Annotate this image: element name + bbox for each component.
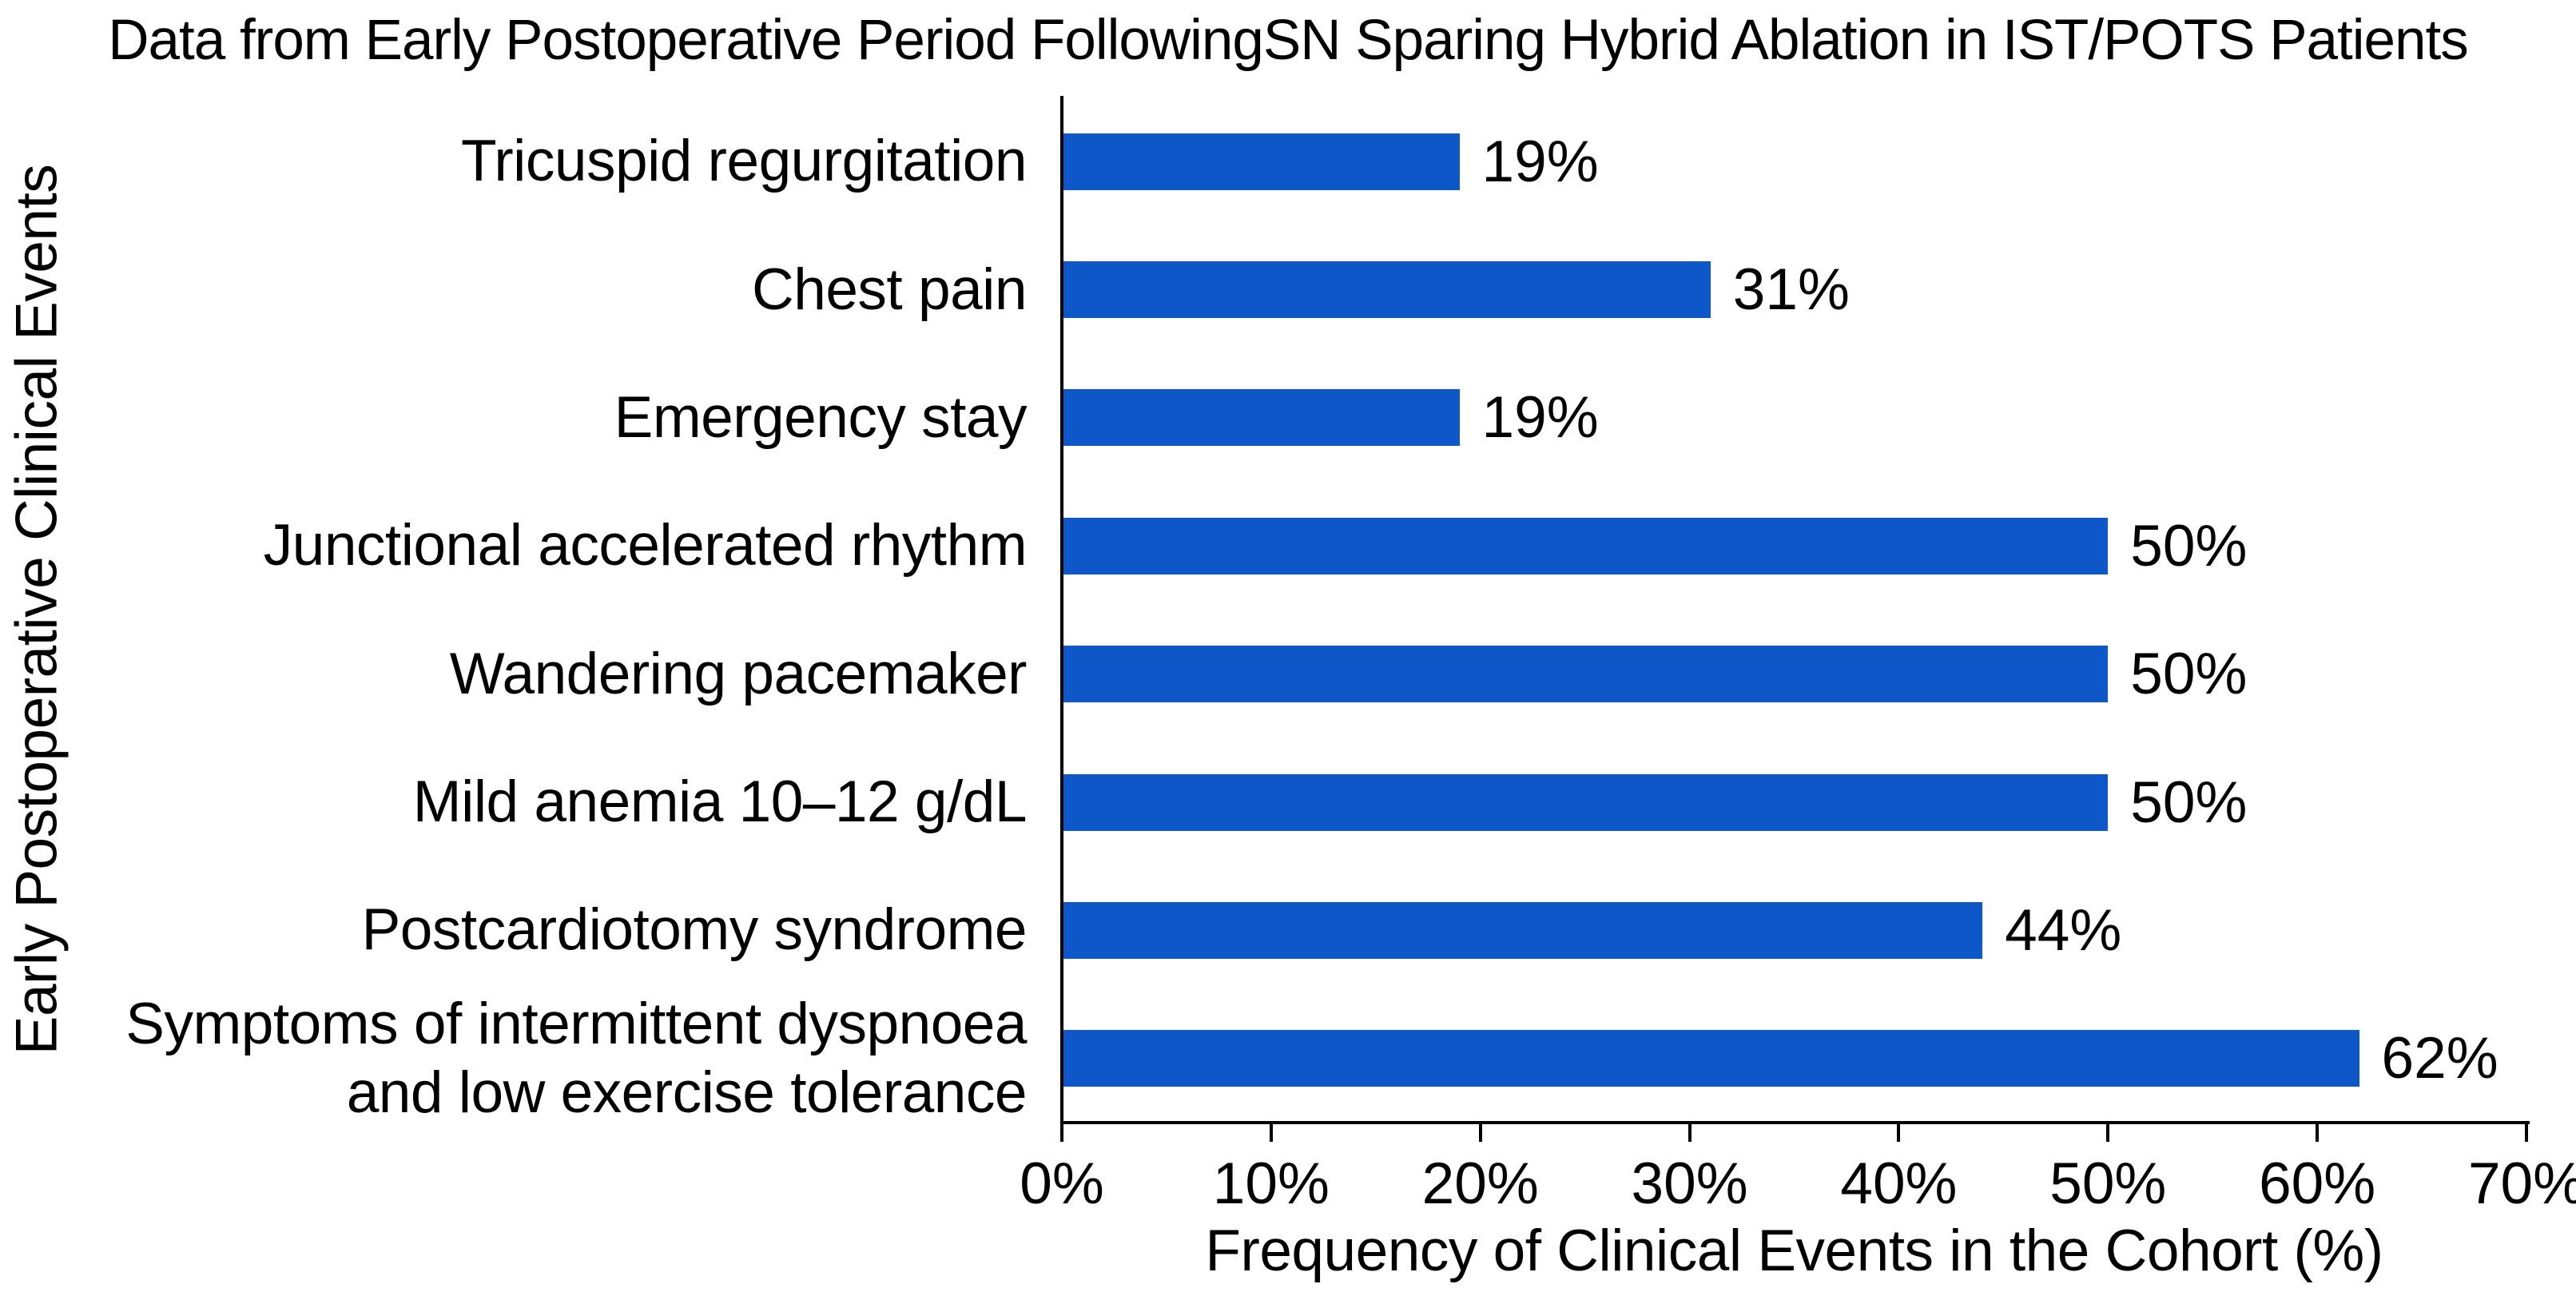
bar bbox=[1062, 133, 1460, 190]
plot-area: Tricuspid regurgitation 19% Chest pain 31% E… bbox=[0, 97, 2576, 1125]
bar-wrap: 44% bbox=[1062, 866, 2576, 994]
value-label: 31% bbox=[1732, 257, 1850, 323]
chart-title: Data from Early Postoperative Period Fol… bbox=[108, 9, 2468, 72]
bar-wrap: 19% bbox=[1062, 354, 2576, 482]
category-label: Wandering pacemaker bbox=[449, 641, 1028, 706]
bar-wrap: 19% bbox=[1062, 97, 2576, 225]
x-tick-label: 10% bbox=[1212, 1151, 1330, 1216]
bar-wrap: 50% bbox=[1062, 482, 2576, 610]
bar bbox=[1062, 1030, 2359, 1087]
bar-row: Junctional accelerated rhythm 50% bbox=[0, 482, 2576, 610]
x-tick-label: 50% bbox=[2049, 1151, 2167, 1216]
x-tick bbox=[1688, 1124, 1691, 1142]
bar bbox=[1062, 389, 1460, 447]
value-label: 50% bbox=[2130, 513, 2248, 578]
x-tick-label: 0% bbox=[1020, 1151, 1104, 1216]
value-label: 19% bbox=[1481, 129, 1599, 194]
bar-wrap: 50% bbox=[1062, 610, 2576, 738]
category-label: Symptoms of intermittent dyspnoea and lo… bbox=[125, 991, 1027, 1125]
category-label: Postcardiotomy syndrome bbox=[361, 897, 1028, 963]
bar bbox=[1062, 646, 2109, 703]
category-label: Mild anemia 10–12 g/dL bbox=[412, 769, 1028, 834]
value-label: 50% bbox=[2130, 769, 2248, 835]
value-label: 50% bbox=[2130, 642, 2248, 707]
value-label: 44% bbox=[2005, 897, 2122, 963]
category-label: Chest pain bbox=[752, 256, 1028, 322]
bar bbox=[1062, 261, 1711, 319]
bar-row: Chest pain 31% bbox=[0, 225, 2576, 353]
bar bbox=[1062, 901, 1983, 959]
category-label: Junctional accelerated rhythm bbox=[263, 513, 1028, 578]
bar-row: Symptoms of intermittent dyspnoea and lo… bbox=[0, 992, 2576, 1125]
x-tick bbox=[2106, 1124, 2110, 1142]
x-tick-label: 40% bbox=[1840, 1151, 1958, 1216]
x-tick-label: 30% bbox=[1631, 1151, 1748, 1216]
bar-wrap: 62% bbox=[1062, 995, 2576, 1123]
x-tick bbox=[2316, 1124, 2320, 1142]
bar-row: Mild anemia 10–12 g/dL 50% bbox=[0, 738, 2576, 866]
bar-row: Tricuspid regurgitation 19% bbox=[0, 97, 2576, 225]
bar-row: Emergency stay 19% bbox=[0, 354, 2576, 482]
x-axis-line bbox=[1060, 1121, 2530, 1124]
category-label: Tricuspid regurgitation bbox=[460, 129, 1028, 194]
category-label: Emergency stay bbox=[614, 384, 1028, 450]
x-tick bbox=[1269, 1124, 1273, 1142]
x-tick bbox=[1897, 1124, 1901, 1142]
x-tick bbox=[2525, 1124, 2528, 1142]
bar bbox=[1062, 773, 2109, 831]
value-label: 19% bbox=[1481, 385, 1599, 451]
bar-row: Wandering pacemaker 50% bbox=[0, 610, 2576, 738]
bar-row: Postcardiotomy syndrome 44% bbox=[0, 866, 2576, 994]
x-tick-label: 20% bbox=[1421, 1151, 1539, 1216]
y-axis-line bbox=[1060, 96, 1063, 1124]
bar bbox=[1062, 517, 2109, 574]
x-tick-label: 60% bbox=[2259, 1151, 2376, 1216]
bar-wrap: 31% bbox=[1062, 225, 2576, 353]
x-tick-label: 70% bbox=[2467, 1151, 2576, 1216]
value-label: 62% bbox=[2381, 1026, 2498, 1091]
bar-wrap: 50% bbox=[1062, 738, 2576, 866]
x-tick bbox=[1478, 1124, 1482, 1142]
x-tick bbox=[1060, 1124, 1063, 1142]
x-axis-label: Frequency of Clinical Events in the Coho… bbox=[1205, 1218, 2383, 1283]
